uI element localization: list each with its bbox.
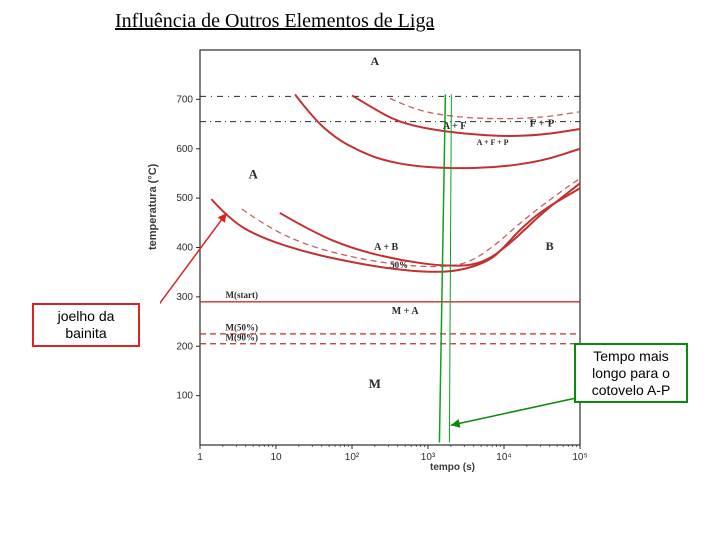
svg-text:M + A: M + A bbox=[392, 306, 420, 317]
svg-text:600: 600 bbox=[176, 144, 193, 155]
svg-text:M(50%): M(50%) bbox=[226, 322, 258, 332]
svg-text:A: A bbox=[370, 54, 379, 68]
svg-text:10³: 10³ bbox=[421, 452, 436, 463]
svg-text:M(start): M(start) bbox=[226, 290, 258, 300]
bainite-knee-text: joelho da bainita bbox=[58, 308, 115, 341]
svg-text:B: B bbox=[546, 239, 554, 253]
svg-text:1: 1 bbox=[197, 452, 203, 463]
svg-text:A + F + P: A + F + P bbox=[477, 138, 509, 147]
bainite-knee-callout: joelho da bainita bbox=[32, 303, 140, 347]
page-title: Influência de Outros Elementos de Liga bbox=[115, 10, 434, 33]
ap-elbow-line1: Tempo mais bbox=[593, 348, 668, 364]
svg-text:200: 200 bbox=[176, 341, 193, 352]
ap-elbow-line3: cotovelo A-P bbox=[592, 382, 671, 398]
y-axis-label: temperatura (°C) bbox=[147, 164, 159, 250]
svg-text:A + B: A + B bbox=[374, 242, 398, 253]
svg-text:F + P: F + P bbox=[530, 118, 555, 130]
svg-text:A + F: A + F bbox=[443, 121, 466, 132]
svg-text:10⁵: 10⁵ bbox=[572, 452, 587, 463]
svg-text:300: 300 bbox=[176, 292, 193, 303]
ap-elbow-line2: longo para o bbox=[592, 365, 670, 381]
svg-text:100: 100 bbox=[176, 391, 193, 402]
svg-text:500: 500 bbox=[176, 193, 193, 204]
svg-text:10: 10 bbox=[270, 452, 282, 463]
svg-text:10⁴: 10⁴ bbox=[496, 452, 511, 463]
svg-text:50%: 50% bbox=[390, 260, 408, 270]
svg-text:A: A bbox=[249, 166, 259, 181]
svg-text:10²: 10² bbox=[345, 452, 360, 463]
svg-text:400: 400 bbox=[176, 243, 193, 254]
svg-text:M(90%): M(90%) bbox=[226, 332, 258, 342]
ap-elbow-callout: Tempo mais longo para o cotovelo A-P bbox=[574, 343, 688, 403]
svg-text:M: M bbox=[369, 376, 381, 391]
ttt-chart: 100 200 300 400 500 600 700 1 10 10² 10³ 10⁴ 10⁵ A A A … bbox=[160, 40, 600, 480]
svg-text:700: 700 bbox=[176, 94, 193, 105]
